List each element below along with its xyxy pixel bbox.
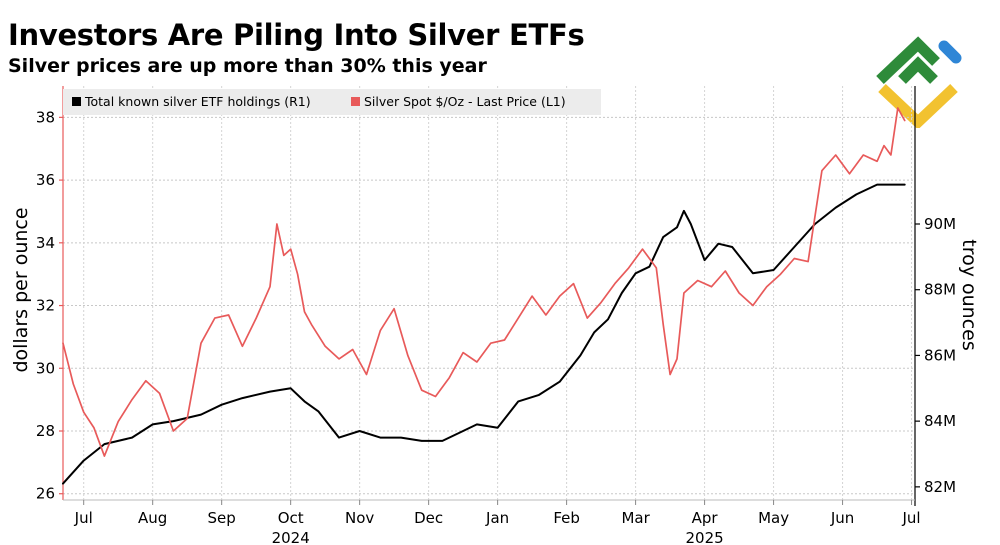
left-tick-label: 36 bbox=[36, 171, 55, 189]
chart-subtitle: Silver prices are up more than 30% this … bbox=[8, 55, 487, 77]
series bbox=[62, 107, 906, 485]
left-tick-label: 26 bbox=[36, 485, 55, 503]
right-tick-label: 82M bbox=[924, 478, 956, 496]
legend-swatch-silver bbox=[351, 97, 360, 106]
left-tick-label: 30 bbox=[36, 359, 55, 377]
y-axis-right-label: troy ounces bbox=[958, 239, 980, 351]
legend-background bbox=[63, 89, 601, 115]
x-tick-label: Oct bbox=[278, 509, 304, 527]
y-axis-left-label: dollars per ounce bbox=[10, 207, 32, 372]
left-axis: 26 28 30 32 34 36 38 bbox=[36, 86, 64, 503]
grid bbox=[63, 86, 915, 500]
left-tick-label: 38 bbox=[36, 108, 55, 126]
etf-holdings-line bbox=[62, 183, 906, 485]
x-tick-label: Jun bbox=[830, 509, 854, 527]
right-axis: 82M 84M 86M 88M 90M bbox=[914, 86, 956, 506]
x-tick-label: Mar bbox=[621, 509, 650, 527]
x-tick-label: Jan bbox=[485, 509, 509, 527]
x-tick-label: Apr bbox=[692, 509, 719, 527]
right-tick-label: 86M bbox=[924, 346, 956, 364]
year-label: 2024 bbox=[272, 529, 310, 545]
x-tick-label: Jul bbox=[74, 509, 93, 527]
right-tick-label: 84M bbox=[924, 412, 956, 430]
silver-spot-line bbox=[62, 107, 906, 457]
x-tick-label: Jul bbox=[901, 509, 920, 527]
x-tick-label: Aug bbox=[138, 509, 167, 527]
x-tick-label: Sep bbox=[208, 509, 236, 527]
right-tick-label: 88M bbox=[924, 281, 956, 299]
x-tick-label: Dec bbox=[414, 509, 443, 527]
legend-entry-silver: Silver Spot $/Oz - Last Price (L1) bbox=[364, 94, 566, 109]
x-tick-label: Nov bbox=[345, 509, 374, 527]
legend-swatch-etf bbox=[72, 97, 81, 106]
x-tick-label: May bbox=[758, 509, 789, 527]
brand-logo-icon bbox=[876, 36, 962, 128]
left-tick-label: 34 bbox=[36, 234, 55, 252]
right-tick-label: 90M bbox=[924, 215, 956, 233]
chart-title: Investors Are Piling Into Silver ETFs bbox=[8, 18, 585, 52]
left-tick-label: 32 bbox=[36, 297, 55, 315]
legend-entry-etf: Total known silver ETF holdings (R1) bbox=[84, 94, 311, 109]
legend: Total known silver ETF holdings (R1) Sil… bbox=[63, 89, 601, 115]
x-axis: Jul Aug Sep Oct Nov Dec Jan Feb Mar Apr May Jun Jul 2… bbox=[63, 499, 921, 545]
x-tick-label: Feb bbox=[553, 509, 580, 527]
left-tick-label: 28 bbox=[36, 422, 55, 440]
year-label: 2025 bbox=[685, 529, 723, 545]
